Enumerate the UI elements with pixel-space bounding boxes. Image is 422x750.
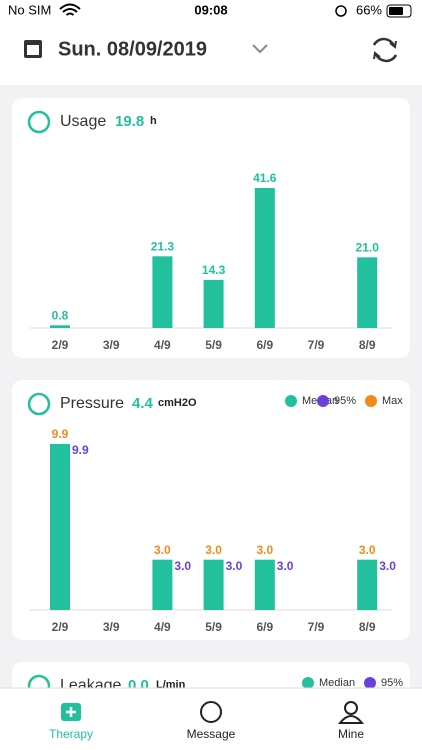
card-title: Usage (60, 113, 106, 130)
p95-label: 3.0 (226, 559, 243, 573)
card-icon (27, 110, 51, 134)
battery-fill (389, 7, 403, 15)
card-value: 4.4 (132, 395, 154, 412)
x-tick-label: 5/9 (205, 620, 222, 634)
therapy-cross (66, 707, 76, 717)
refresh-arrows (373, 40, 397, 60)
p95-label: 3.0 (277, 559, 294, 573)
x-tick-label: 6/9 (256, 338, 273, 352)
legend-label: Max (382, 395, 403, 407)
legend-swatch (317, 395, 329, 407)
p95-label: 3.0 (174, 559, 191, 573)
message-icon[interactable] (200, 701, 222, 723)
tab-label[interactable]: Message (187, 727, 236, 741)
legend-swatch (302, 677, 314, 689)
x-tick-label: 6/9 (256, 620, 273, 634)
x-tick-label: 2/9 (52, 338, 69, 352)
max-label: 3.0 (256, 543, 273, 557)
wifi-icon (59, 3, 81, 16)
x-tick-label: 3/9 (103, 620, 120, 634)
card-title: Pressure (60, 395, 124, 412)
value-label: 0.8 (52, 308, 69, 322)
dropdown-icon[interactable] (252, 44, 268, 54)
carrier: No SIM (8, 2, 51, 17)
value-label: 21.0 (356, 240, 380, 254)
bar (254, 188, 275, 328)
max-label: 3.0 (154, 543, 171, 557)
cards: Usage 19.8 h 2/9 0.8 3/9 4/9 21.3 5/9 14.3 6/9 41.6… (12, 98, 410, 742)
calendar-inner (27, 45, 39, 55)
x-tick-label: 4/9 (154, 620, 171, 634)
legend-label: Median (319, 677, 355, 689)
max-label: 3.0 (205, 543, 222, 557)
battery-level: 66% (356, 2, 382, 17)
x-tick-label: 8/9 (359, 620, 376, 634)
bar (50, 325, 70, 328)
x-tick-label: 7/9 (308, 620, 325, 634)
clock: 09:08 (194, 2, 227, 17)
p95-label: 9.9 (72, 443, 89, 457)
lock-icon (335, 5, 347, 17)
value-label: 21.3 (151, 239, 175, 253)
x-tick-label: 2/9 (52, 620, 69, 634)
card (12, 98, 410, 358)
date[interactable]: Sun. 08/09/2019 (58, 38, 207, 60)
value-label: 14.3 (202, 263, 226, 277)
x-tick-label: 3/9 (103, 338, 120, 352)
legend-swatch (365, 395, 377, 407)
max-label: 3.0 (359, 543, 376, 557)
x-tick-label: 4/9 (154, 338, 171, 352)
legend-label: 95% (334, 395, 356, 407)
bar (203, 559, 224, 610)
card-value: 19.8 (115, 113, 144, 130)
mine-icon-body (337, 715, 365, 724)
x-tick-label: 8/9 (359, 338, 376, 352)
battery-icon (386, 4, 412, 18)
card-unit: cmH2O (158, 397, 197, 409)
bar (357, 257, 378, 328)
mine-icon-head[interactable] (344, 701, 358, 715)
legend-label: 95% (381, 677, 403, 689)
legend-swatch (285, 395, 297, 407)
tab-label[interactable]: Therapy (49, 727, 93, 741)
card (12, 380, 410, 640)
bar (152, 559, 173, 610)
legend-swatch (364, 677, 376, 689)
bar (152, 256, 173, 328)
refresh-icon[interactable] (372, 37, 398, 63)
x-tick-label: 7/9 (308, 338, 325, 352)
bar (254, 559, 275, 610)
tab-label[interactable]: Mine (338, 727, 364, 741)
bar (357, 559, 378, 610)
bar (50, 444, 70, 610)
max-label: 9.9 (52, 427, 69, 441)
value-label: 41.6 (253, 171, 277, 185)
bar (203, 279, 224, 328)
x-tick-label: 5/9 (205, 338, 222, 352)
card-icon (27, 392, 51, 416)
p95-label: 3.0 (379, 559, 396, 573)
card-unit: h (150, 115, 157, 127)
